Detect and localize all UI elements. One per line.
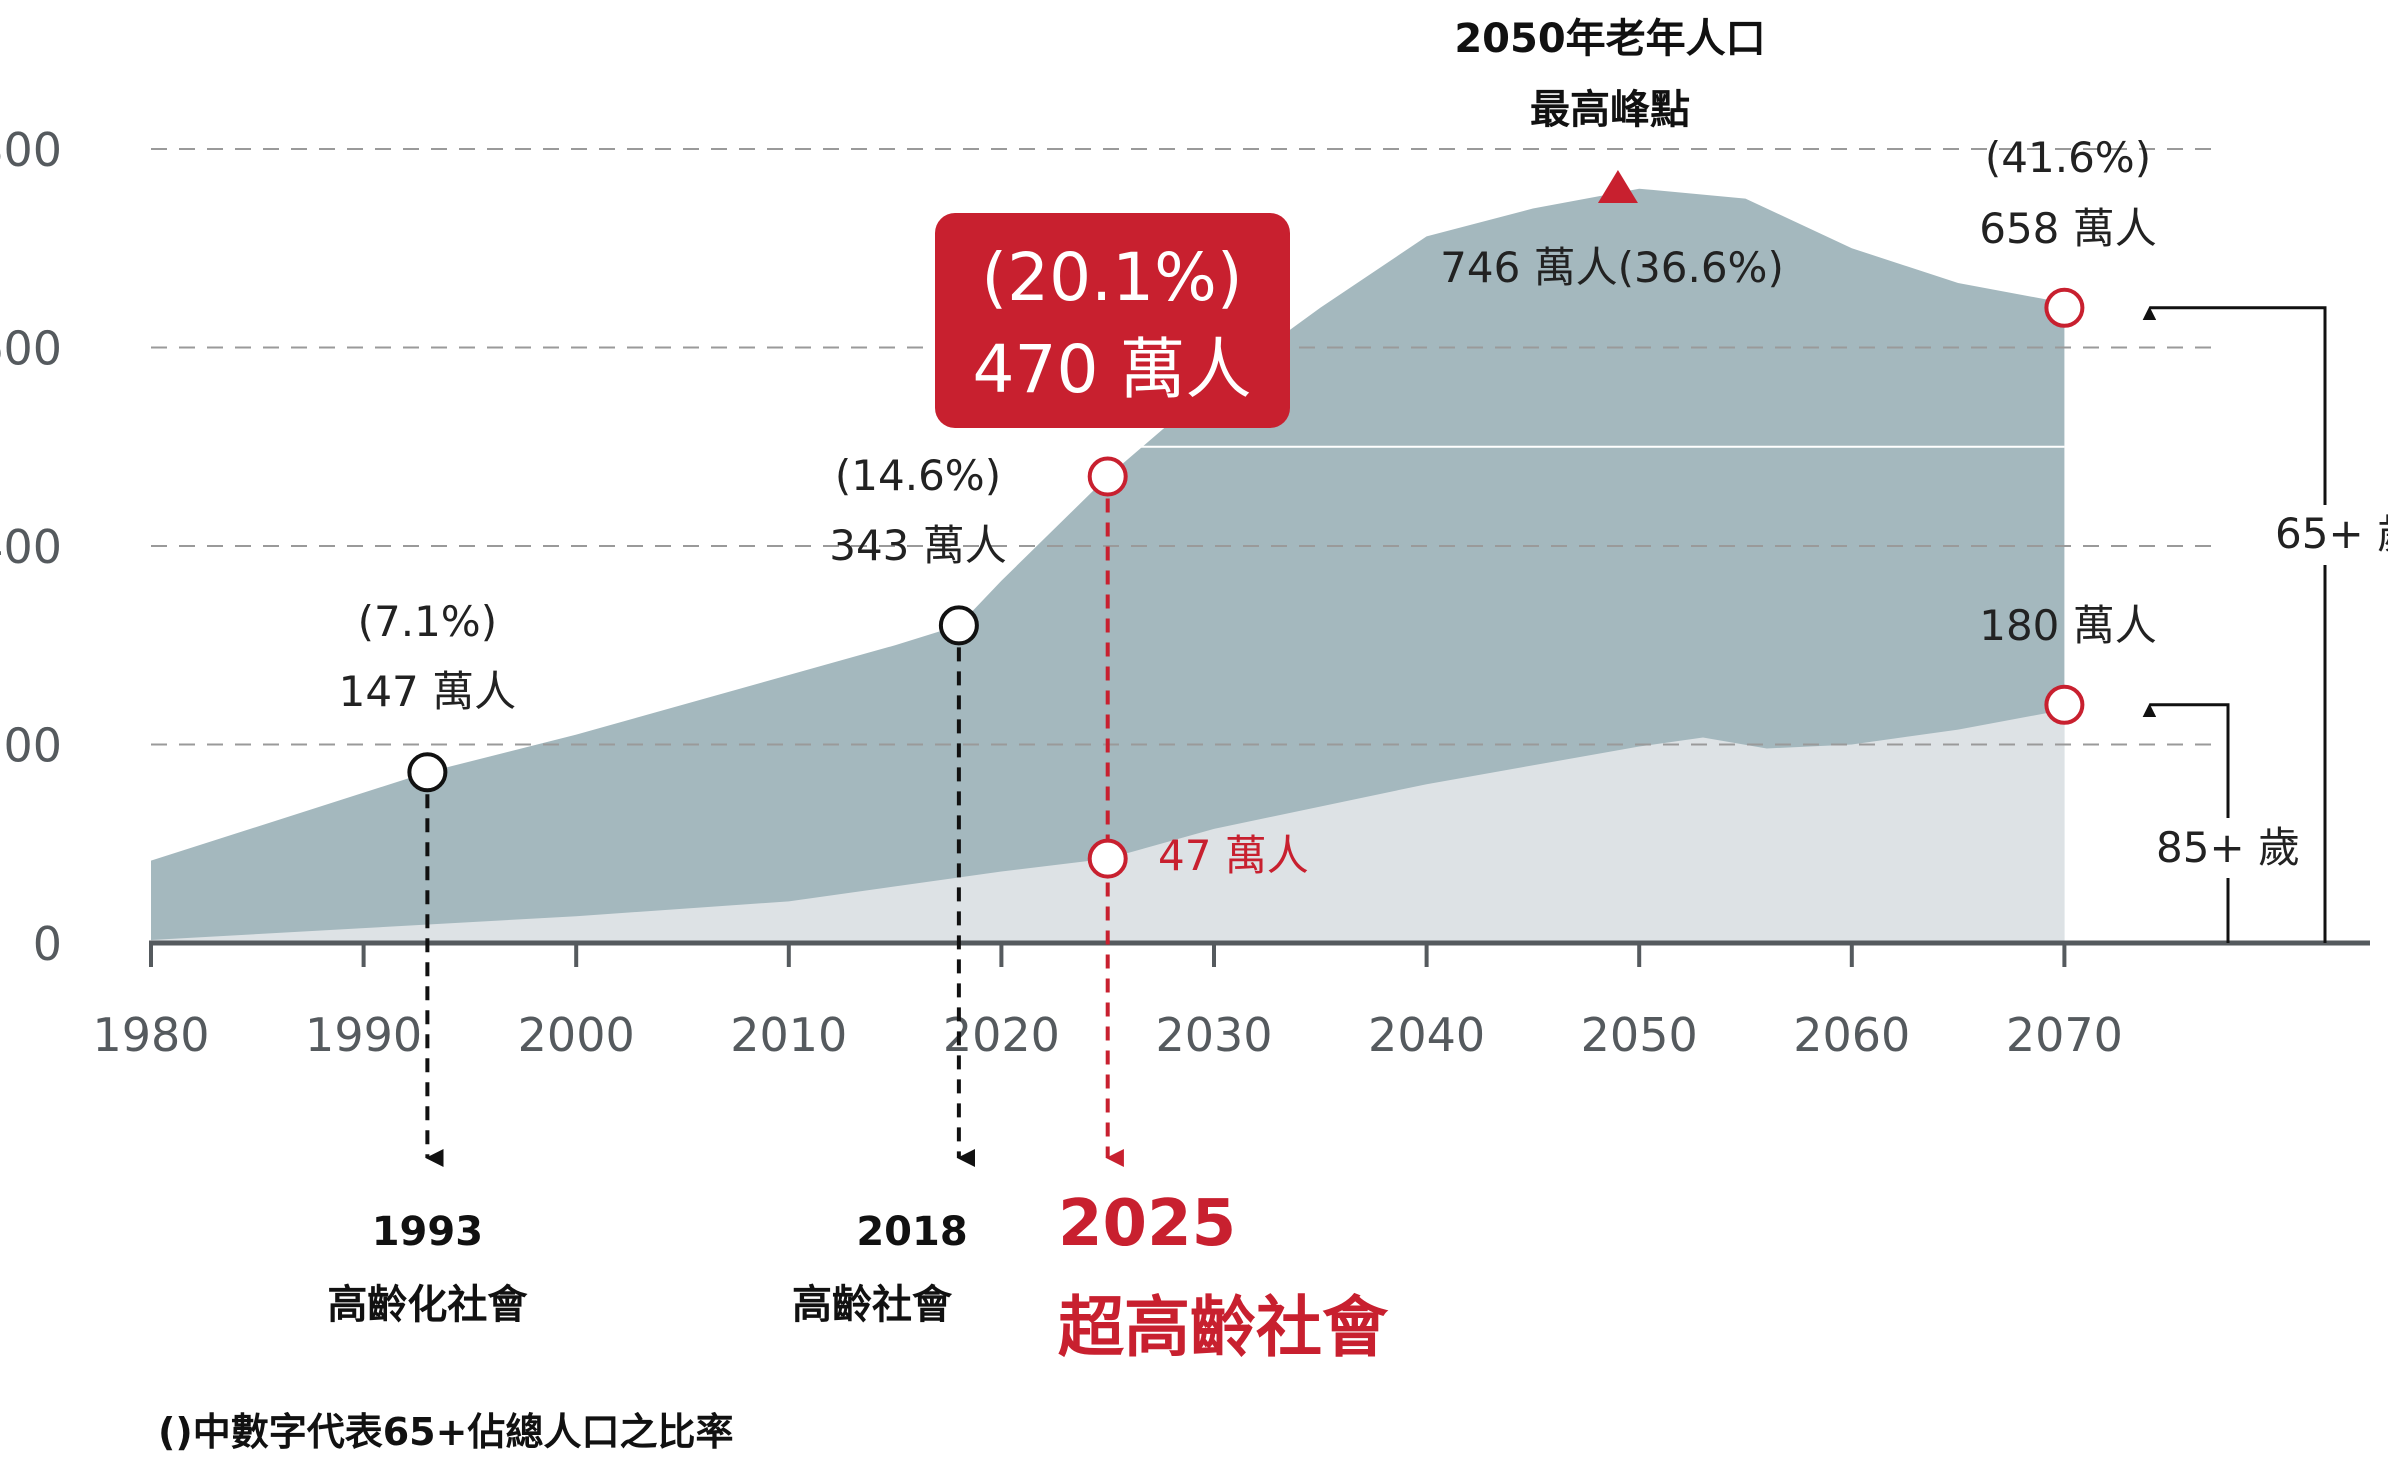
milestone-2018-label: 高齡社會 <box>792 1282 953 1328</box>
callout-percent: (20.1%) <box>981 239 1242 316</box>
x-tick-label-2070: 2070 <box>2006 1008 2123 1062</box>
label-2070-value: 658 萬人 <box>1979 204 2157 253</box>
marker-2025-3 <box>1087 838 1128 879</box>
peak-title-line1: 2050年老年人口 <box>1454 16 1765 62</box>
area-85-plus <box>151 709 2065 943</box>
milestone-2025-year: 2025 <box>1058 1187 1236 1261</box>
y-tick-label-200: 200 <box>0 719 62 773</box>
label-2070-85-value: 180 萬人 <box>1979 601 2157 650</box>
label-2018-value: 343 萬人 <box>829 521 1007 570</box>
label-1993-percent: (7.1%) <box>358 597 497 646</box>
x-tick-label-2050: 2050 <box>1581 1008 1698 1062</box>
y-tick-label-800: 800 <box>0 123 62 177</box>
label-2025-85-value: 47 萬人 <box>1158 831 1309 880</box>
callout-value: 470 萬人 <box>973 331 1252 408</box>
y-tick-label-400: 400 <box>0 520 62 574</box>
x-tick-label-2020: 2020 <box>943 1008 1060 1062</box>
label-2018-percent: (14.6%) <box>835 451 1001 500</box>
callout-box <box>935 213 1290 428</box>
y-tick-label-600: 600 <box>0 322 62 376</box>
peak-title-line2: 最高峰點 <box>1530 87 1690 133</box>
legend-85-bg <box>2150 818 2310 878</box>
marker-2018-1 <box>938 605 979 646</box>
peak-value: 746 萬人(36.6%) <box>1440 243 1784 292</box>
milestone-1993-year: 1993 <box>372 1209 483 1255</box>
marker-2025-2 <box>1087 456 1128 497</box>
x-tick-label-2040: 2040 <box>1368 1008 1485 1062</box>
area-65-plus <box>151 188 2065 943</box>
marker-2070-4 <box>2044 287 2085 328</box>
x-tick-label-2010: 2010 <box>730 1008 847 1062</box>
legend-bracket-65 <box>2142 306 2327 943</box>
legend-65-label: 65+ 歲 <box>2275 509 2388 558</box>
x-tick-label-1990: 1990 <box>305 1008 422 1062</box>
x-tick-label-2000: 2000 <box>518 1008 635 1062</box>
legend-65-bg <box>2258 505 2388 565</box>
label-1993-value: 147 萬人 <box>339 667 517 716</box>
footnote: ()中數字代表65+佔總人口之比率 <box>158 1410 733 1454</box>
marker-1993-0 <box>407 752 448 793</box>
marker-2070-5 <box>2044 684 2085 725</box>
x-tick-label-2060: 2060 <box>1793 1008 1910 1062</box>
milestone-1993-label: 高齡化社會 <box>327 1282 528 1328</box>
milestone-2025-label: 超高齡社會 <box>1058 1289 1389 1366</box>
milestone-2018-year: 2018 <box>856 1209 967 1255</box>
label-2070-percent: (41.6%) <box>1985 133 2151 182</box>
legend-85-label: 85+ 歲 <box>2156 823 2300 872</box>
peak-triangle <box>1597 170 1638 203</box>
x-tick-label-2030: 2030 <box>1155 1008 1272 1062</box>
x-tick-label-1980: 1980 <box>92 1008 209 1062</box>
y-tick-label-0: 0 <box>33 917 62 971</box>
